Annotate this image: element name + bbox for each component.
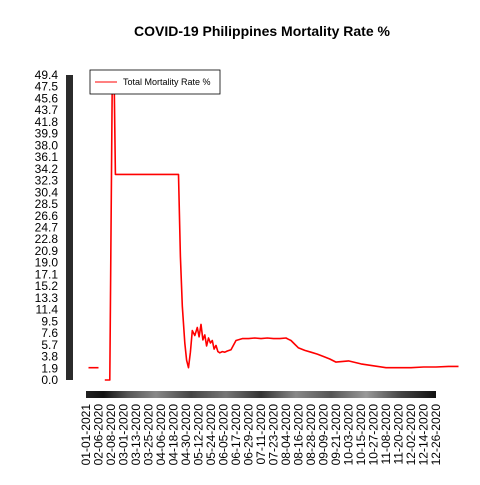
chart-title: COVID-19 Philippines Mortality Rate % bbox=[134, 23, 390, 39]
y-tick-label: 45.6 bbox=[35, 91, 59, 105]
x-tick-label: 06-29-2020 bbox=[242, 404, 256, 466]
x-tick-label: 12-26-2020 bbox=[429, 404, 443, 466]
y-tick-label: 26.6 bbox=[35, 209, 59, 223]
y-tick-label: 3.8 bbox=[41, 350, 58, 364]
x-tick-label: 08-04-2020 bbox=[279, 404, 293, 466]
y-tick-label: 17.1 bbox=[35, 267, 59, 281]
y-tick-label: 30.4 bbox=[35, 185, 59, 199]
x-axis-bar bbox=[86, 391, 436, 398]
y-tick-label: 24.7 bbox=[35, 221, 59, 235]
y-tick-label: 1.9 bbox=[41, 361, 58, 375]
x-tick-label: 02-08-2020 bbox=[104, 404, 118, 466]
x-tick-label: 10-27-2020 bbox=[367, 404, 381, 466]
y-tick-label: 19.0 bbox=[35, 256, 59, 270]
y-tick-label: 22.8 bbox=[35, 232, 59, 246]
y-tick-label: 39.9 bbox=[35, 127, 59, 141]
x-tick-label: 10-03-2020 bbox=[342, 404, 356, 466]
series-lines bbox=[88, 74, 459, 381]
x-tick-label: 03-25-2020 bbox=[142, 404, 156, 466]
x-tick-label: 08-16-2020 bbox=[292, 404, 306, 466]
y-tick-label: 43.7 bbox=[35, 103, 59, 117]
y-tick-label: 9.5 bbox=[41, 314, 58, 328]
x-axis-ticks: 01-01-202102-06-202002-08-202003-01-2020… bbox=[79, 404, 443, 466]
x-tick-label: 01-01-2021 bbox=[79, 404, 93, 466]
y-tick-label: 49.4 bbox=[35, 68, 59, 82]
y-tick-label: 41.8 bbox=[35, 115, 59, 129]
y-tick-label: 5.7 bbox=[41, 338, 58, 352]
x-tick-label: 07-11-2020 bbox=[254, 404, 268, 465]
y-axis-bar bbox=[66, 75, 73, 380]
x-tick-label: 07-23-2020 bbox=[267, 404, 281, 466]
y-tick-label: 0.0 bbox=[41, 373, 58, 387]
y-tick-label: 13.3 bbox=[35, 291, 59, 305]
y-tick-label: 20.9 bbox=[35, 244, 59, 258]
legend: Total Mortality Rate % bbox=[89, 69, 221, 95]
x-tick-label: 09-21-2020 bbox=[329, 404, 343, 466]
x-axis-strip bbox=[86, 391, 436, 398]
y-tick-label: 47.5 bbox=[35, 80, 59, 94]
x-tick-label: 04-18-2020 bbox=[167, 404, 181, 466]
y-tick-label: 34.2 bbox=[35, 162, 59, 176]
x-tick-label: 05-12-2020 bbox=[192, 404, 206, 466]
x-tick-label: 06-05-2020 bbox=[217, 404, 231, 466]
y-tick-label: 32.3 bbox=[35, 174, 59, 188]
x-tick-label: 11-08-2020 bbox=[379, 404, 393, 465]
x-tick-label: 06-17-2020 bbox=[229, 404, 243, 466]
x-tick-label: 09-09-2020 bbox=[317, 404, 331, 466]
x-tick-label: 12-14-2020 bbox=[417, 404, 431, 466]
x-tick-label: 12-02-2020 bbox=[404, 404, 418, 466]
x-tick-label: 04-06-2020 bbox=[154, 404, 168, 466]
x-tick-label: 03-13-2020 bbox=[129, 404, 143, 466]
series-line bbox=[104, 74, 459, 381]
x-tick-label: 10-15-2020 bbox=[354, 404, 368, 466]
y-tick-label: 15.2 bbox=[35, 279, 59, 293]
x-tick-label: 08-28-2020 bbox=[304, 404, 318, 466]
y-axis-strip bbox=[66, 75, 73, 380]
y-tick-label: 36.1 bbox=[35, 150, 59, 164]
x-tick-label: 05-24-2020 bbox=[204, 404, 218, 466]
x-tick-label: 11-20-2020 bbox=[392, 404, 406, 465]
y-axis-ticks: 0.01.93.85.77.69.511.413.315.217.119.020… bbox=[35, 68, 59, 387]
x-tick-label: 03-01-2020 bbox=[117, 404, 131, 466]
x-tick-label: 04-30-2020 bbox=[179, 404, 193, 466]
legend-label: Total Mortality Rate % bbox=[123, 77, 211, 87]
y-tick-label: 7.6 bbox=[41, 326, 58, 340]
y-tick-label: 38.0 bbox=[35, 138, 59, 152]
y-tick-label: 11.4 bbox=[36, 303, 59, 317]
y-tick-label: 28.5 bbox=[35, 197, 59, 211]
x-tick-label: 02-06-2020 bbox=[92, 404, 106, 466]
